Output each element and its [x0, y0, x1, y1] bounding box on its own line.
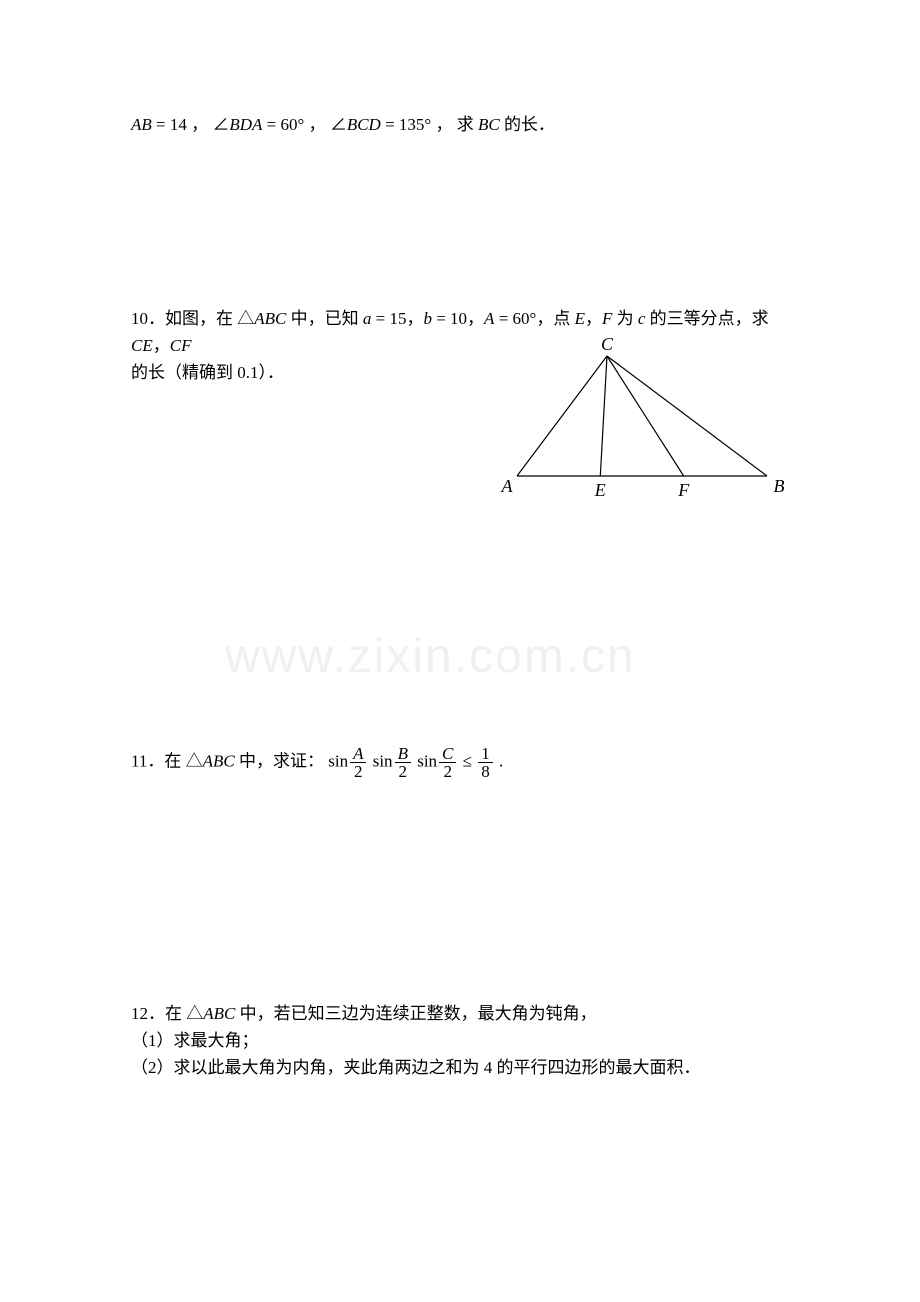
problem-12: 12．在 △ABC 中，若已知三边为连续正整数，最大角为钝角， （1）求最大角；…	[131, 1000, 800, 1082]
angle-sym-2: ∠	[212, 115, 229, 134]
tail-top: 的长．	[500, 115, 555, 134]
svg-text:A: A	[501, 476, 514, 496]
p11-label: 11．	[131, 751, 164, 770]
var-AB: AB	[131, 115, 152, 134]
p12-sub2: （2）求以此最大角为内角，夹此角两边之和为 4 的平行四边形的最大面积．	[131, 1058, 701, 1077]
svg-text:C: C	[601, 334, 614, 354]
svg-text:E: E	[594, 480, 606, 500]
p11-tri: ABC	[203, 751, 235, 770]
angle-sym-3: ∠	[330, 115, 347, 134]
p12-line1b: 中，若已知三边为连续正整数，最大角为钝角，	[235, 1004, 596, 1023]
p11-fracA: A2	[350, 745, 366, 780]
p10-b: b	[423, 309, 432, 328]
p11-sin2: sin	[373, 751, 393, 770]
p11-sin3: sin	[417, 751, 437, 770]
p10-CF: CF	[170, 336, 192, 355]
p12-tri: ABC	[203, 1004, 235, 1023]
problem-11: 11．在 △ABC 中，求证： sinA2 sinB2 sinC2 ≤ 18 .	[131, 745, 800, 780]
eq-BCD: = 135° ， 求	[381, 115, 478, 134]
p11-fracC-num: C	[439, 745, 456, 763]
p11-frac1-den: 8	[478, 763, 493, 780]
p11-frac18: 18	[478, 745, 493, 780]
p11-fracA-den: 2	[350, 763, 366, 780]
problem-10-figure: ABCEF	[497, 346, 787, 506]
var-BCD: BCD	[347, 115, 381, 134]
svg-text:F: F	[677, 480, 690, 500]
p11-fracC-den: 2	[439, 763, 456, 780]
p11-fracB-num: B	[395, 745, 411, 763]
p10-pre: 如图，在 △	[165, 309, 254, 328]
p10-line2: 的长（精确到 0.1）．	[131, 363, 284, 382]
p10-mid2: 为	[612, 309, 638, 328]
var-BDA: BDA	[229, 115, 262, 134]
p10-tri: ABC	[254, 309, 286, 328]
p11-mid: 中，求证：	[235, 751, 324, 770]
p12-sub1: （1）求最大角；	[131, 1031, 259, 1050]
p10-c1: ，	[585, 309, 602, 328]
p11-le: ≤	[463, 751, 477, 770]
var-BC: BC	[478, 115, 500, 134]
p11-frac1-num: 1	[478, 745, 493, 763]
p10-aeq: = 15，	[371, 309, 423, 328]
p10-A: A	[484, 309, 494, 328]
p12-label: 12．	[131, 1004, 165, 1023]
p10-E: E	[575, 309, 585, 328]
watermark-text: www.zixin.com.cn	[225, 629, 636, 684]
p11-fracC: C2	[439, 745, 456, 780]
p11-fracA-num: A	[350, 745, 366, 763]
p11-tail: .	[495, 751, 504, 770]
p10-mid3: 的三等分点，求	[645, 309, 768, 328]
eq-BDA: = 60° ，	[262, 115, 329, 134]
p10-F: F	[602, 309, 612, 328]
svg-text:B: B	[774, 476, 785, 496]
p10-label: 10．	[131, 309, 165, 328]
p11-fracB-den: 2	[395, 763, 411, 780]
p10-beq: = 10，	[432, 309, 484, 328]
p10-c2: ，	[153, 336, 170, 355]
problem-fragment-top: AB = 14 ， ∠BDA = 60° ， ∠BCD = 135° ， 求 B…	[131, 111, 800, 138]
p11-fracB: B2	[395, 745, 411, 780]
p10-CE: CE	[131, 336, 153, 355]
p12-line1: 在 △	[165, 1004, 203, 1023]
p11-pre: 在 △	[164, 751, 202, 770]
eq-AB: = 14 ，	[152, 115, 213, 134]
p10-Aeq: = 60°，点	[494, 309, 574, 328]
p11-sin1: sin	[328, 751, 348, 770]
p10-mid1: 中，已知	[286, 309, 363, 328]
